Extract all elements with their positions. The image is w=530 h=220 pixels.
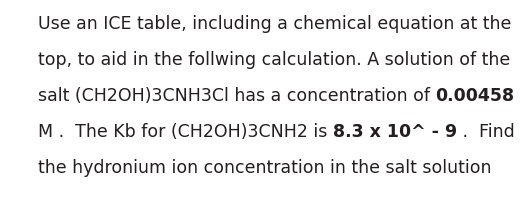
Text: the hydronium ion concentration in the salt solution: the hydronium ion concentration in the s… — [38, 159, 491, 177]
Text: top, to aid in the follwing calculation. A solution of the: top, to aid in the follwing calculation.… — [38, 51, 510, 69]
Text: 0.00458: 0.00458 — [436, 87, 515, 105]
Text: M .  The Kb for (CH2OH)3CNH2 is: M . The Kb for (CH2OH)3CNH2 is — [38, 123, 333, 141]
Text: 8.3 x 10^ - 9: 8.3 x 10^ - 9 — [333, 123, 457, 141]
Text: .  Find: . Find — [457, 123, 515, 141]
Text: salt (CH2OH)3CNH3Cl has a concentration of: salt (CH2OH)3CNH3Cl has a concentration … — [38, 87, 436, 105]
Text: Use an ICE table, including a chemical equation at the: Use an ICE table, including a chemical e… — [38, 15, 511, 33]
